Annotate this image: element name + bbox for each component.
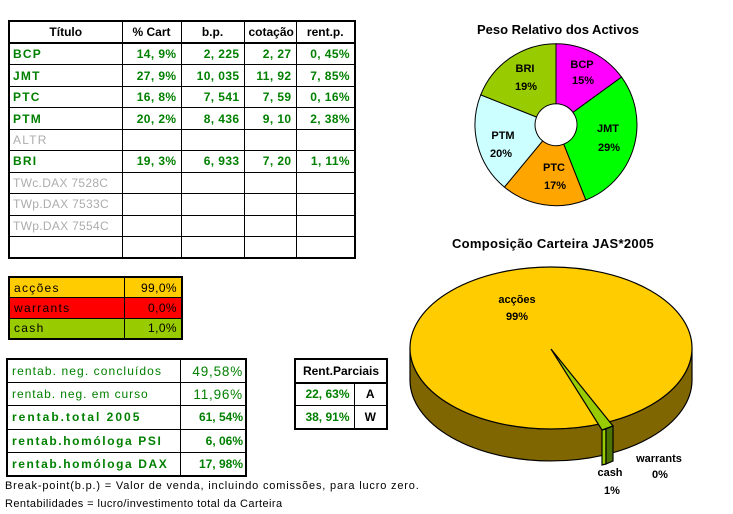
svg-text:99%: 99% <box>506 311 528 323</box>
svg-text:BCP: BCP <box>570 59 593 71</box>
svg-text:acções: acções <box>498 294 535 306</box>
svg-text:cash: cash <box>597 467 622 479</box>
svg-text:Peso Relativo dos Activos: Peso Relativo dos Activos <box>477 22 639 37</box>
svg-text:Composição Carteira JAS*2005: Composição Carteira JAS*2005 <box>452 236 654 251</box>
svg-text:PTM: PTM <box>491 130 514 142</box>
svg-text:JMT: JMT <box>597 123 619 135</box>
svg-text:29%: 29% <box>598 142 620 154</box>
svg-text:BRI: BRI <box>516 63 535 75</box>
svg-text:0%: 0% <box>652 469 668 481</box>
svg-text:17%: 17% <box>544 180 566 192</box>
svg-text:20%: 20% <box>490 148 512 160</box>
svg-text:PTC: PTC <box>543 162 565 174</box>
svg-text:15%: 15% <box>572 75 594 87</box>
svg-text:1%: 1% <box>604 485 620 497</box>
svg-text:warrants: warrants <box>635 453 682 465</box>
svg-text:19%: 19% <box>515 81 537 93</box>
